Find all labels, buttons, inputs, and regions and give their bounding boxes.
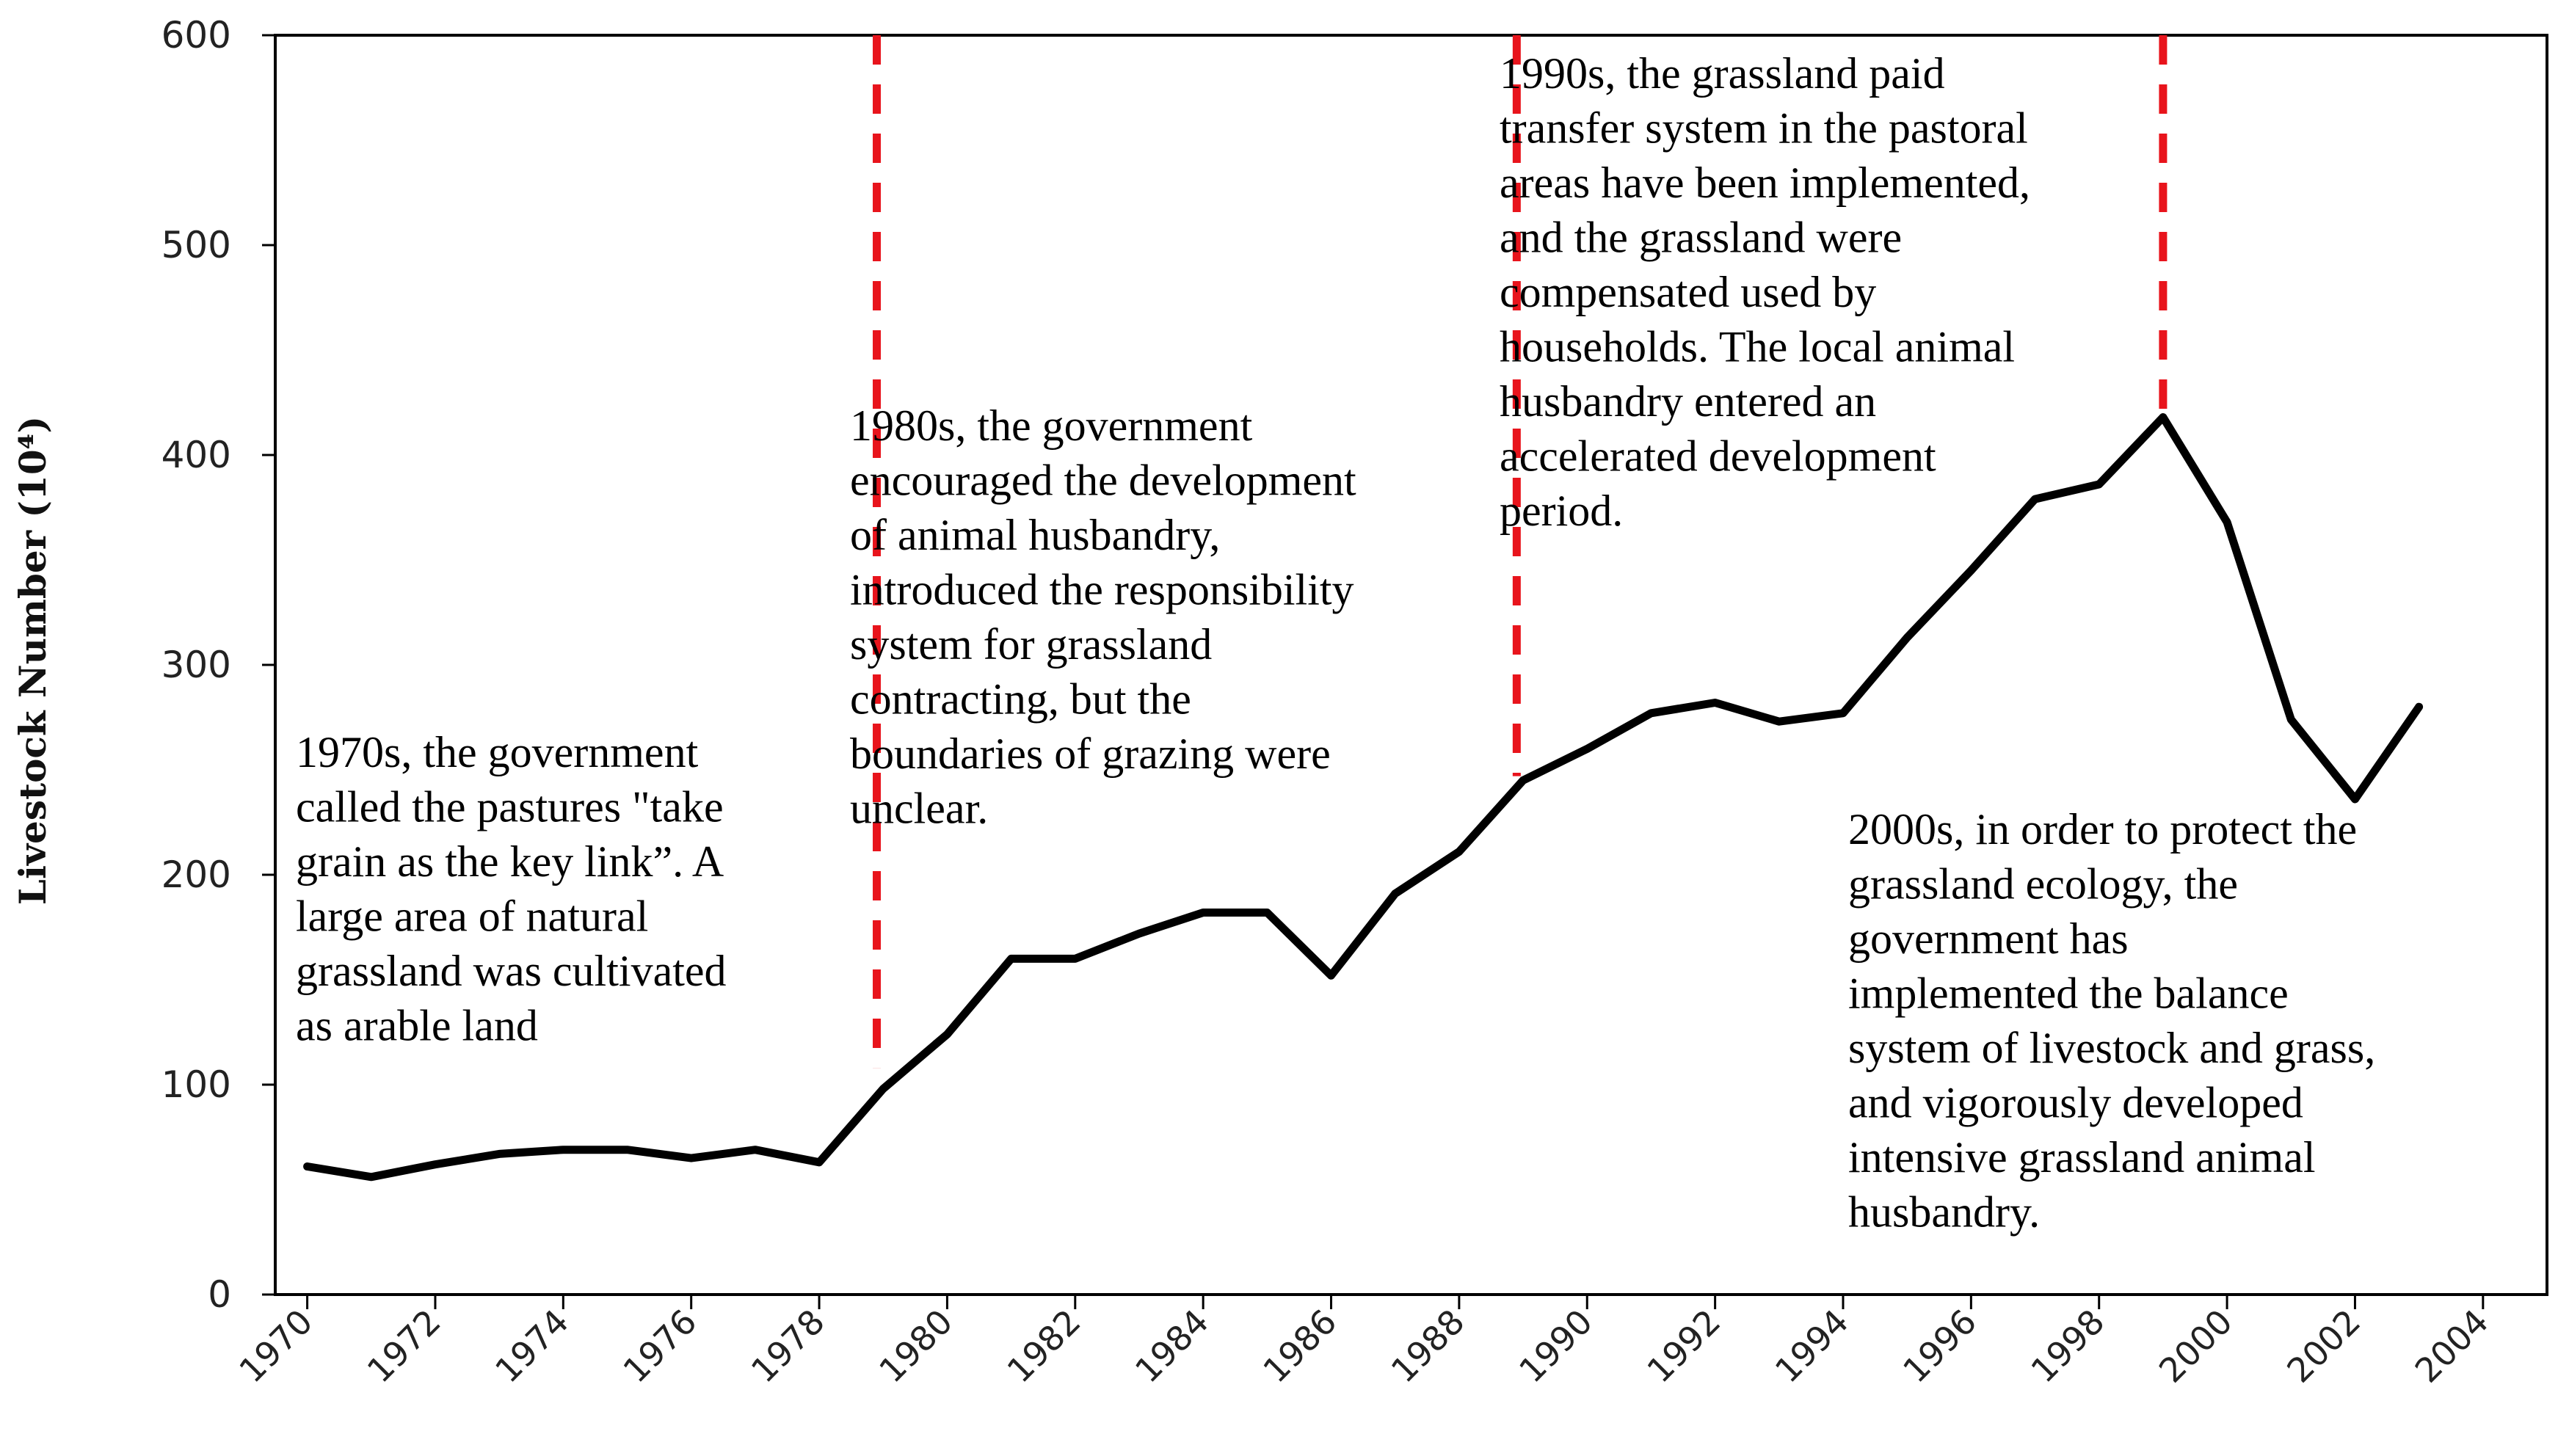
y-tick-label: 300 xyxy=(161,644,231,686)
annotation-line: contracting, but the xyxy=(850,675,1191,724)
x-tick-label: 1978 xyxy=(744,1302,832,1391)
annotation-line: encouraged the development xyxy=(850,456,1356,505)
annotation-line: grassland ecology, the xyxy=(1848,860,2238,909)
annotation-line: period. xyxy=(1500,487,1623,535)
x-tick-label: 1974 xyxy=(487,1302,576,1391)
annotation-line: 1970s, the government xyxy=(296,728,699,776)
x-tick-label: 1994 xyxy=(1767,1302,1856,1391)
x-tick-label: 1980 xyxy=(871,1302,960,1391)
x-tick-label: 2002 xyxy=(2279,1302,2368,1391)
annotation-line: as arable land xyxy=(296,1002,538,1050)
annotation-line: intensive grassland animal xyxy=(1848,1133,2316,1182)
annotation-2000s: 2000s, in order to protect the grassland … xyxy=(1848,805,2375,1237)
x-tick-label: 1990 xyxy=(1511,1302,1600,1391)
x-tick-label: 1982 xyxy=(1000,1302,1089,1391)
x-tick-label: 1998 xyxy=(2024,1302,2112,1391)
annotation-1980s: 1980s, the government encouraged the deve… xyxy=(850,401,1356,833)
annotation-line: areas have been implemented, xyxy=(1500,159,2030,207)
x-tick-label: 1992 xyxy=(1639,1302,1728,1391)
x-tick-label: 1972 xyxy=(360,1302,448,1391)
annotation-line: government has xyxy=(1848,914,2129,963)
annotation-line: and the grassland were xyxy=(1500,214,1902,262)
annotation-line: 1990s, the grassland paid xyxy=(1500,49,1945,98)
x-tick-label: 2000 xyxy=(2151,1302,2240,1391)
annotation-1970s: 1970s, the government called the pastures… xyxy=(296,728,727,1050)
x-tick-label: 1976 xyxy=(615,1302,704,1391)
decade-dividers xyxy=(873,35,2168,1069)
annotation-line: system of livestock and grass, xyxy=(1848,1024,2375,1072)
annotation-line: introduced the responsibility xyxy=(850,566,1354,614)
annotation-line: called the pastures "take xyxy=(296,783,724,831)
series-line xyxy=(303,413,2424,1182)
y-tick-label: 500 xyxy=(161,224,231,266)
annotation-line: of animal husbandry, xyxy=(850,511,1220,559)
y-tick-label: 100 xyxy=(161,1063,231,1106)
x-tick-label: 1984 xyxy=(1127,1302,1216,1391)
annotation-line: grassland was cultivated xyxy=(296,947,727,995)
annotation-line: husbandry. xyxy=(1848,1188,2040,1237)
x-tick-label: 1970 xyxy=(231,1302,320,1391)
series-layer xyxy=(303,413,2424,1182)
annotation-line: 2000s, in order to protect the xyxy=(1848,805,2357,853)
annotation-line: implemented the balance xyxy=(1848,969,2289,1018)
x-tick-label: 1986 xyxy=(1255,1302,1344,1391)
y-tick-label: 200 xyxy=(161,853,231,896)
annotation-line: system for grassland xyxy=(850,620,1212,669)
annotation-line: grain as the key link”. A xyxy=(296,837,724,886)
x-tick-label: 1988 xyxy=(1384,1302,1472,1391)
annotation-line: compensated used by xyxy=(1500,268,1876,316)
x-tick-label: 2004 xyxy=(2408,1302,2496,1391)
y-tick-label: 0 xyxy=(208,1273,231,1316)
annotations: 1970s, the government called the pastures… xyxy=(296,49,2375,1237)
x-tick-label: 1996 xyxy=(1895,1302,1984,1391)
annotation-line: and vigorously developed xyxy=(1848,1079,2303,1127)
y-tick-label: 600 xyxy=(161,14,231,57)
annotation-line: unclear. xyxy=(850,785,988,833)
annotation-line: accelerated development xyxy=(1500,432,1936,481)
annotation-line: households. The local animal xyxy=(1500,323,2015,371)
annotation-1990s: 1990s, the grassland paid transfer system… xyxy=(1500,49,2030,535)
annotation-line: large area of natural xyxy=(296,892,648,941)
y-axis-ticks: 0 100 200 300 400 500 600 xyxy=(161,14,275,1316)
x-axis-ticks: 1970 1972 1974 1976 1978 1980 1982 1984 1986 1988… xyxy=(231,1295,2496,1391)
y-tick-label: 400 xyxy=(161,434,231,476)
annotation-line: husbandry entered an xyxy=(1500,377,1876,426)
annotation-line: transfer system in the pastoral xyxy=(1500,104,2028,153)
y-axis-label: Livestock Number (10⁴) xyxy=(11,416,54,905)
annotation-line: boundaries of grazing were xyxy=(850,729,1331,778)
annotation-line: 1980s, the government xyxy=(850,401,1253,450)
